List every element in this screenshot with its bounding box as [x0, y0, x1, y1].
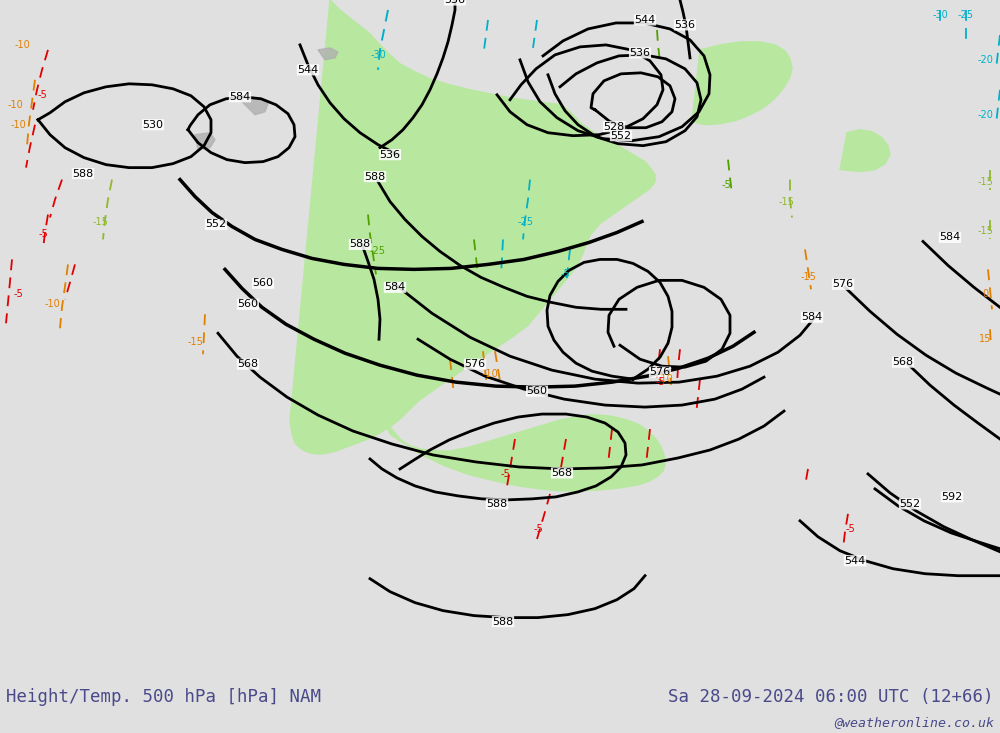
- Text: -25: -25: [958, 10, 974, 20]
- Text: 530: 530: [143, 119, 164, 130]
- Text: -10: -10: [482, 369, 498, 379]
- Text: -5: -5: [500, 469, 510, 479]
- Text: -25: -25: [370, 246, 386, 257]
- Text: 584: 584: [939, 232, 961, 243]
- Text: 576: 576: [649, 367, 671, 377]
- Text: -5: -5: [37, 89, 47, 100]
- Text: 588: 588: [486, 499, 508, 509]
- Text: -5: -5: [13, 290, 23, 299]
- Text: 588: 588: [72, 169, 94, 179]
- Text: -5: -5: [38, 229, 48, 240]
- Text: -5: -5: [655, 377, 665, 387]
- Text: -15: -15: [977, 226, 993, 237]
- Text: 552: 552: [610, 130, 632, 141]
- Text: 536: 536: [674, 20, 696, 30]
- Text: 588: 588: [364, 172, 386, 182]
- Text: 536: 536: [630, 48, 650, 58]
- Text: 576: 576: [464, 359, 486, 369]
- Text: 568: 568: [551, 468, 573, 478]
- Text: 0: 0: [982, 290, 988, 299]
- Text: -10: -10: [7, 100, 23, 110]
- Text: -20: -20: [977, 55, 993, 65]
- Text: 536: 536: [444, 0, 466, 5]
- Text: -15: -15: [977, 177, 993, 187]
- Text: -15: -15: [187, 337, 203, 347]
- Text: -5: -5: [845, 524, 855, 534]
- Text: 592: 592: [941, 492, 963, 502]
- Text: 584: 584: [801, 312, 823, 323]
- Text: -5: -5: [533, 524, 543, 534]
- Text: 588: 588: [492, 616, 514, 627]
- Text: -10: -10: [657, 374, 673, 384]
- Text: Height/Temp. 500 hPa [hPa] NAM: Height/Temp. 500 hPa [hPa] NAM: [6, 688, 321, 707]
- Text: 588: 588: [349, 240, 371, 249]
- Text: -5: -5: [721, 180, 731, 190]
- Text: 544: 544: [634, 15, 656, 25]
- Text: -15: -15: [92, 216, 108, 226]
- Polygon shape: [290, 0, 655, 454]
- Text: -10: -10: [44, 299, 60, 309]
- Text: -5: -5: [560, 270, 570, 279]
- Polygon shape: [385, 415, 665, 491]
- Polygon shape: [240, 97, 268, 115]
- Polygon shape: [195, 133, 215, 150]
- Text: 544: 544: [844, 556, 866, 566]
- Polygon shape: [692, 42, 792, 125]
- Text: 560: 560: [252, 279, 274, 288]
- Text: -25: -25: [518, 216, 534, 226]
- Polygon shape: [840, 130, 890, 172]
- Text: -15: -15: [800, 273, 816, 282]
- Text: -20: -20: [977, 110, 993, 119]
- Text: 552: 552: [205, 219, 227, 229]
- Text: 536: 536: [380, 150, 400, 160]
- Text: -10: -10: [10, 119, 26, 130]
- Text: 560: 560: [238, 299, 258, 309]
- Text: -30: -30: [932, 10, 948, 20]
- Text: 568: 568: [237, 359, 259, 369]
- Text: 15: 15: [979, 334, 991, 345]
- Text: 568: 568: [892, 357, 914, 367]
- Text: 560: 560: [526, 386, 548, 396]
- Text: 584: 584: [384, 282, 406, 292]
- Text: 576: 576: [832, 279, 854, 290]
- Text: @weatheronline.co.uk: @weatheronline.co.uk: [834, 716, 994, 729]
- Text: Sa 28-09-2024 06:00 UTC (12+66): Sa 28-09-2024 06:00 UTC (12+66): [668, 688, 994, 707]
- Text: -10: -10: [14, 40, 30, 50]
- Text: -15: -15: [778, 196, 794, 207]
- Polygon shape: [318, 48, 338, 60]
- Text: 584: 584: [229, 92, 251, 102]
- Text: -30: -30: [370, 50, 386, 60]
- Text: 544: 544: [297, 65, 319, 75]
- Text: 528: 528: [603, 122, 625, 132]
- Text: 552: 552: [899, 499, 921, 509]
